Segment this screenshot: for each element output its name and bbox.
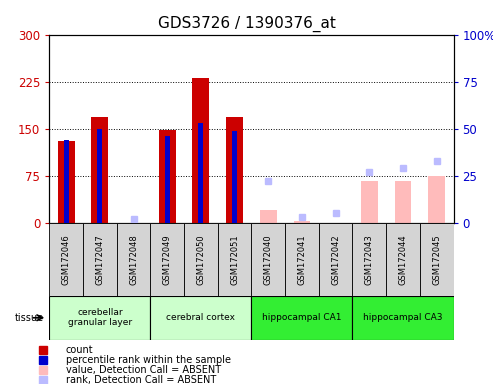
Bar xyxy=(251,223,285,296)
Bar xyxy=(159,130,176,223)
Bar xyxy=(293,221,311,223)
Bar xyxy=(49,223,83,296)
Text: GSM172042: GSM172042 xyxy=(331,234,340,285)
Bar xyxy=(184,223,218,296)
Text: GSM172050: GSM172050 xyxy=(196,234,206,285)
Bar xyxy=(83,223,117,296)
Bar xyxy=(361,181,378,223)
Bar xyxy=(192,78,210,223)
Text: tissue: tissue xyxy=(15,313,44,323)
Bar xyxy=(352,296,454,340)
Text: cerebellar
granular layer: cerebellar granular layer xyxy=(68,308,132,328)
Bar xyxy=(394,181,412,223)
Text: GSM172046: GSM172046 xyxy=(62,234,70,285)
Bar xyxy=(251,296,352,340)
Text: GSM172045: GSM172045 xyxy=(432,234,441,285)
Bar xyxy=(218,223,251,296)
Bar xyxy=(260,210,277,223)
Text: GSM172041: GSM172041 xyxy=(297,234,307,285)
Text: cerebral cortex: cerebral cortex xyxy=(167,313,235,322)
Bar xyxy=(420,223,454,296)
Bar xyxy=(232,131,237,223)
Bar xyxy=(97,129,103,223)
Text: GSM172044: GSM172044 xyxy=(398,234,408,285)
Bar xyxy=(49,296,150,340)
Text: percentile rank within the sample: percentile rank within the sample xyxy=(66,355,231,365)
Bar xyxy=(428,176,445,223)
Text: count: count xyxy=(66,345,93,355)
Bar xyxy=(285,223,319,296)
Bar xyxy=(64,140,69,223)
Bar xyxy=(319,223,352,296)
Text: GSM172040: GSM172040 xyxy=(264,234,273,285)
Text: rank, Detection Call = ABSENT: rank, Detection Call = ABSENT xyxy=(66,375,216,384)
Bar xyxy=(150,223,184,296)
Text: hippocampal CA3: hippocampal CA3 xyxy=(363,313,443,322)
Bar xyxy=(386,223,420,296)
Bar xyxy=(150,296,251,340)
Bar xyxy=(198,123,204,223)
Text: GSM172043: GSM172043 xyxy=(365,234,374,285)
Text: GSM172049: GSM172049 xyxy=(163,234,172,285)
Bar xyxy=(58,141,74,223)
Text: GDS3726 / 1390376_at: GDS3726 / 1390376_at xyxy=(158,15,335,31)
Text: hippocampal CA1: hippocampal CA1 xyxy=(262,313,342,322)
Bar xyxy=(91,118,108,223)
Bar xyxy=(352,223,386,296)
Bar xyxy=(226,118,243,223)
Text: GSM172048: GSM172048 xyxy=(129,234,138,285)
Text: GSM172051: GSM172051 xyxy=(230,234,239,285)
Text: value, Detection Call = ABSENT: value, Detection Call = ABSENT xyxy=(66,365,221,375)
Bar xyxy=(165,136,170,223)
Bar xyxy=(117,223,150,296)
Text: GSM172047: GSM172047 xyxy=(95,234,105,285)
